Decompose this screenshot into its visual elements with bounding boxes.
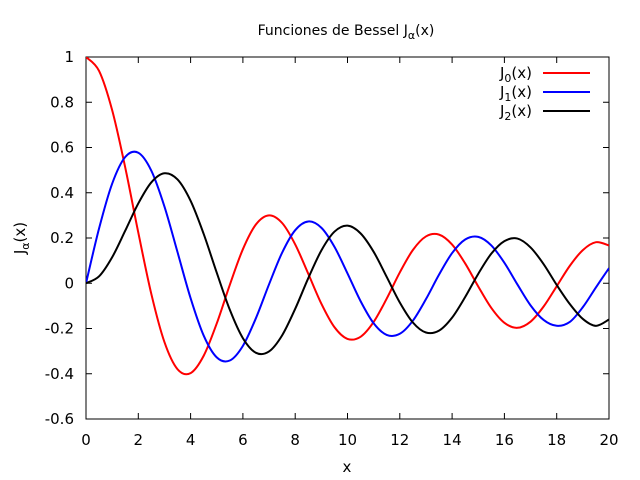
series-line-j2 bbox=[86, 172, 609, 356]
y-tick-label: 0.6 bbox=[50, 139, 74, 157]
legend-label: J1(x) bbox=[499, 83, 532, 104]
series-lines bbox=[86, 57, 609, 376]
legend-item-j1: J1(x) bbox=[499, 83, 590, 104]
x-tick-label: 6 bbox=[238, 431, 248, 449]
legend: J0(x)J1(x)J2(x) bbox=[499, 64, 590, 123]
y-tick-label: -0.2 bbox=[45, 320, 74, 338]
legend-label: J2(x) bbox=[499, 102, 532, 123]
y-tick-label: -0.6 bbox=[45, 410, 74, 428]
x-tick-label: 12 bbox=[390, 431, 409, 449]
y-tick-label: 1 bbox=[64, 48, 74, 66]
series-line-j1 bbox=[86, 150, 609, 363]
x-axis-label: x bbox=[343, 458, 352, 476]
x-tick-label: 0 bbox=[81, 431, 91, 449]
series-line-j0 bbox=[86, 57, 609, 376]
y-tick-label: 0.2 bbox=[50, 229, 74, 247]
chart-title: Funciones de Bessel Jα(x) bbox=[258, 23, 435, 42]
x-tick-label: 8 bbox=[290, 431, 300, 449]
x-tick-label: 16 bbox=[495, 431, 514, 449]
y-tick-label: 0 bbox=[64, 274, 74, 292]
legend-item-j2: J2(x) bbox=[499, 102, 590, 123]
x-tick-label: 10 bbox=[338, 431, 357, 449]
y-tick-label: 0.8 bbox=[50, 93, 74, 111]
x-tick-label: 20 bbox=[599, 431, 618, 449]
y-tick-label: -0.4 bbox=[45, 365, 74, 383]
y-tick-label: 0.4 bbox=[50, 184, 74, 202]
x-tick-label: 4 bbox=[186, 431, 196, 449]
x-tick-label: 14 bbox=[443, 431, 462, 449]
axis-ticks: 0 2 4 6 8 10 12 14 16 18 20 -0.6 -0.4 -0.2 0 0.2 0.4 0.6 0… bbox=[45, 48, 619, 449]
x-tick-label: 18 bbox=[547, 431, 566, 449]
legend-label: J0(x) bbox=[499, 64, 532, 85]
y-axis-label: Jα(x) bbox=[11, 222, 32, 255]
x-tick-label: 2 bbox=[134, 431, 144, 449]
legend-item-j0: J0(x) bbox=[499, 64, 590, 85]
